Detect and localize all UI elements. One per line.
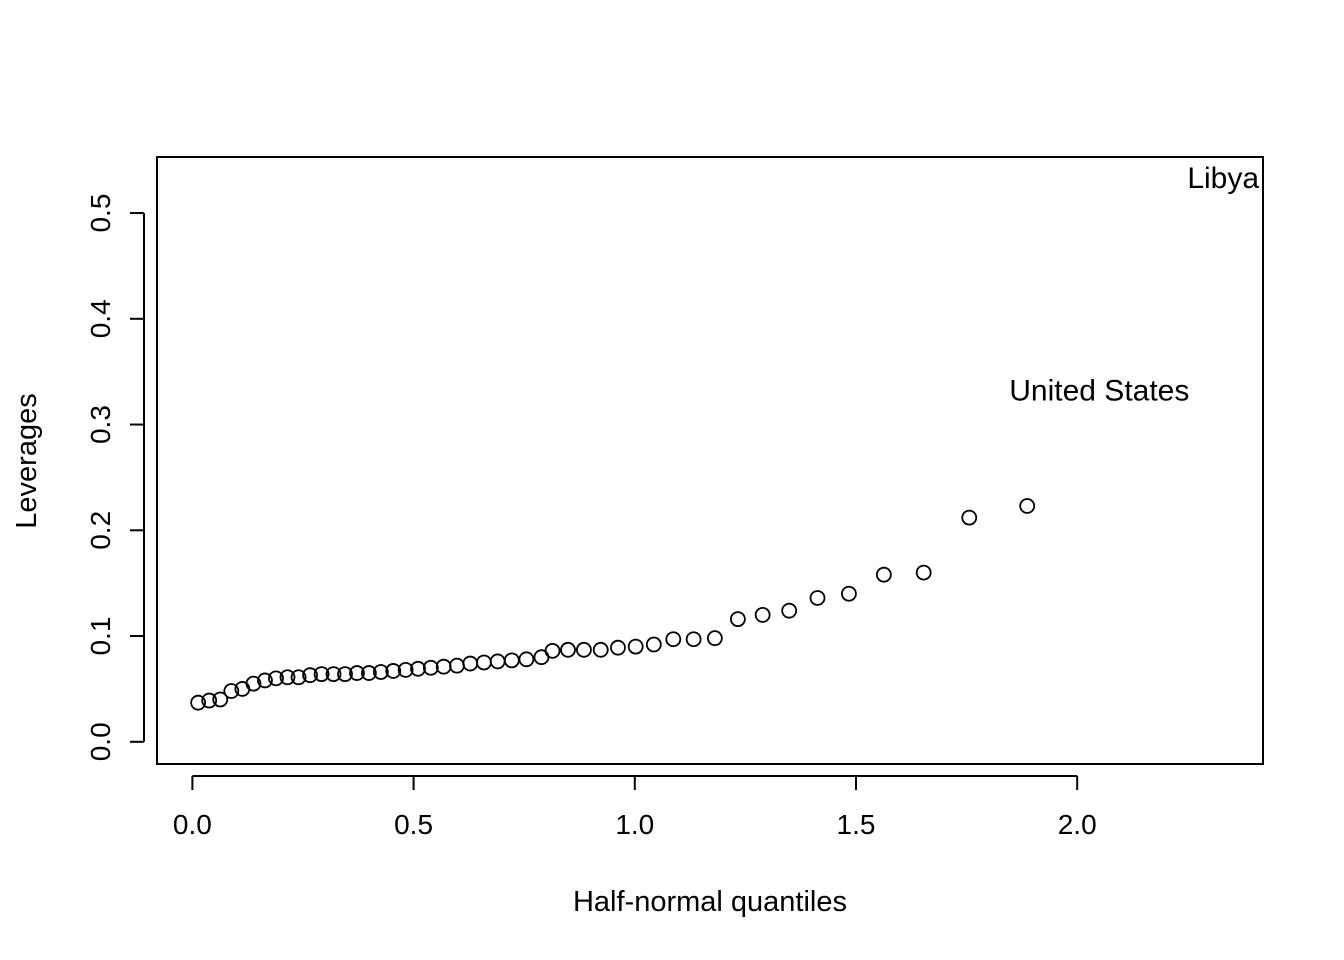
data-point xyxy=(268,670,284,687)
data-point xyxy=(313,666,330,683)
data-point xyxy=(397,661,414,678)
y-tick-label: 0.5 xyxy=(85,194,116,233)
data-point xyxy=(190,694,207,711)
data-points xyxy=(190,498,1036,711)
data-point xyxy=(410,660,426,677)
y-tick-label: 0.3 xyxy=(85,405,116,444)
y-tick-label: 0.2 xyxy=(85,511,116,550)
data-point xyxy=(754,606,771,623)
data-point xyxy=(544,642,561,659)
data-point xyxy=(422,659,439,676)
data-point xyxy=(961,509,978,526)
data-point xyxy=(223,683,240,699)
data-point xyxy=(841,585,857,602)
data-point xyxy=(435,658,452,675)
data-point xyxy=(665,631,682,648)
data-point xyxy=(489,653,506,670)
point-annotation: Libya xyxy=(1187,162,1259,195)
point-annotations: United States Libya xyxy=(1009,162,1259,408)
data-point xyxy=(302,667,318,684)
data-point xyxy=(279,669,296,686)
data-point xyxy=(1019,498,1036,514)
data-point xyxy=(576,641,592,658)
data-point xyxy=(685,631,702,648)
data-point xyxy=(245,675,262,692)
data-point xyxy=(875,566,892,583)
data-point xyxy=(325,666,342,683)
data-point xyxy=(915,564,932,581)
data-point xyxy=(729,611,746,628)
data-point xyxy=(706,630,723,647)
data-point xyxy=(337,666,353,683)
data-point xyxy=(592,641,609,658)
data-point xyxy=(627,638,644,655)
y-tick-label: 0.0 xyxy=(85,722,116,761)
x-tick-label: 1.0 xyxy=(615,809,654,840)
x-tick-label: 1.5 xyxy=(837,809,876,840)
data-point xyxy=(449,657,465,674)
data-point xyxy=(476,654,492,671)
y-axis-title: Leverages xyxy=(11,393,43,528)
plot-frame xyxy=(156,156,1264,765)
data-point xyxy=(610,639,626,656)
x-tick-label: 2.0 xyxy=(1058,809,1097,840)
data-point xyxy=(361,665,377,681)
data-point xyxy=(372,664,389,680)
data-point xyxy=(257,672,273,689)
data-point xyxy=(212,691,229,708)
data-point xyxy=(349,665,365,681)
data-point xyxy=(518,651,535,668)
x-tick-label: 0.5 xyxy=(394,809,433,840)
y-tick-label: 0.4 xyxy=(85,299,116,338)
data-point xyxy=(385,663,402,679)
y-axis: 0.0 0.1 0.2 0.3 0.4 0.5 xyxy=(85,194,145,761)
x-tick-label: 0.0 xyxy=(173,809,212,840)
data-point xyxy=(290,669,307,686)
point-annotation: United States xyxy=(1009,375,1189,408)
data-point xyxy=(201,692,218,709)
data-point xyxy=(560,641,576,658)
data-point xyxy=(809,590,826,606)
data-point xyxy=(462,655,479,672)
y-tick-label: 0.1 xyxy=(85,617,116,656)
data-point xyxy=(503,652,520,669)
x-axis: 0.0 0.5 1.0 1.5 2.0 xyxy=(173,775,1097,840)
data-point xyxy=(645,636,662,653)
x-axis-title: Half-normal quantiles xyxy=(573,886,847,918)
data-point xyxy=(781,602,798,619)
